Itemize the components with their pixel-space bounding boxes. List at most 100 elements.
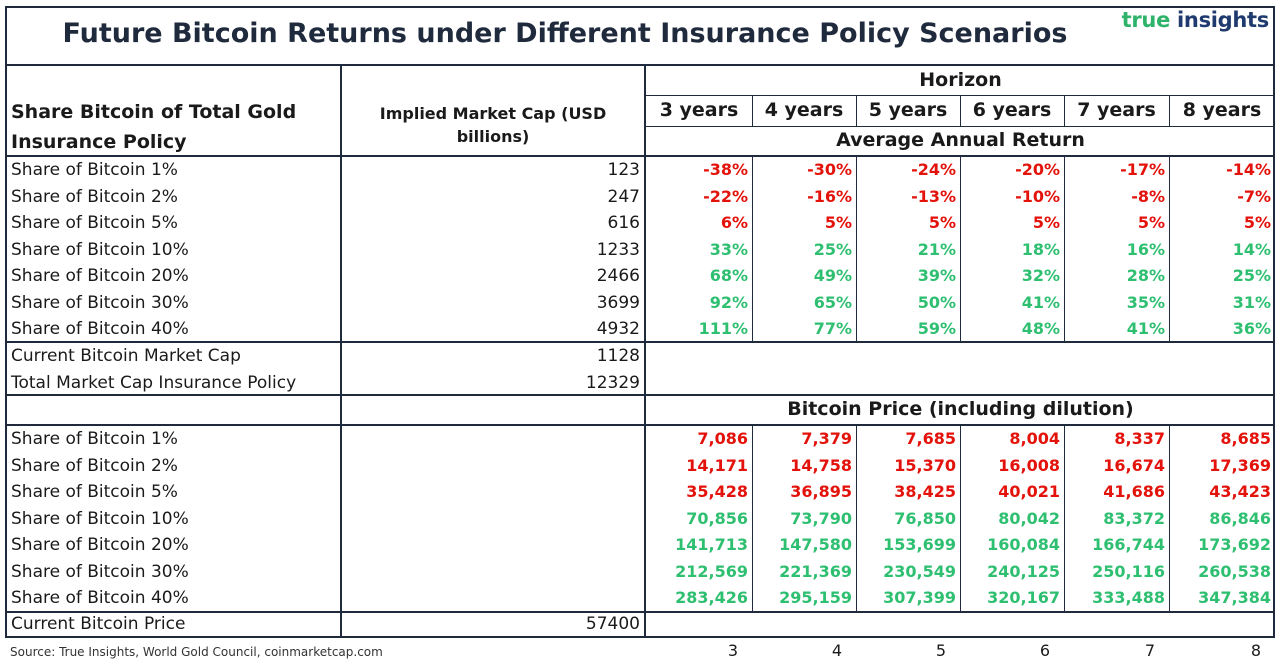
return-value: 28% — [1126, 266, 1165, 285]
return-value: 68% — [709, 266, 748, 285]
return-value: -10% — [1015, 186, 1060, 206]
market-cap-value: 2466 — [596, 266, 640, 286]
footer-year: 5 — [935, 641, 946, 660]
price-value: 153,699 — [883, 535, 956, 554]
return-value: 77% — [813, 319, 852, 338]
year-header: 3 years — [659, 99, 739, 121]
price-value: 16,674 — [1103, 455, 1165, 475]
year-divider — [1169, 96, 1170, 126]
cell-divider — [1169, 425, 1170, 611]
price-value: 260,538 — [1198, 561, 1271, 581]
page-title: Future Bitcoin Returns under Different I… — [62, 18, 1068, 49]
price-value: 7,086 — [697, 429, 748, 448]
price-value: 320,167 — [987, 588, 1060, 607]
row-label: Share of Bitcoin 2% — [11, 186, 178, 207]
price-value: 16,008 — [998, 455, 1060, 475]
source-note: Source: True Insights, World Gold Counci… — [10, 645, 383, 659]
return-value: -7% — [1237, 186, 1271, 206]
footer-year: 7 — [1144, 641, 1155, 660]
row-label: Share of Bitcoin 20% — [11, 266, 189, 286]
price-value: 8,004 — [1009, 429, 1060, 448]
price-value: 41,686 — [1103, 482, 1165, 501]
year-divider — [752, 96, 753, 126]
horizon-header: Horizon — [919, 69, 1002, 91]
return-value: 92% — [709, 292, 748, 312]
footer-year: 8 — [1250, 641, 1261, 660]
return-value: 41% — [1126, 319, 1165, 338]
cell-divider — [856, 425, 857, 611]
return-value: -30% — [807, 160, 852, 179]
market-cap-value: 123 — [607, 160, 640, 180]
footer-year: 3 — [727, 641, 738, 660]
return-value: 36% — [1232, 319, 1271, 338]
price-value: 14,171 — [686, 455, 748, 475]
row-divider — [644, 126, 1275, 127]
cell-divider — [1169, 156, 1170, 342]
row-label: Share of Bitcoin 1% — [11, 429, 178, 449]
price-value: 36,895 — [790, 482, 852, 501]
price-value: 250,116 — [1092, 561, 1165, 581]
price-value: 166,744 — [1092, 535, 1165, 554]
return-value: -20% — [1015, 160, 1060, 179]
price-value: 73,790 — [790, 508, 852, 528]
current-price-label: Current Bitcoin Price — [11, 614, 186, 634]
price-value: 333,488 — [1092, 588, 1165, 607]
return-value: 14% — [1232, 239, 1271, 259]
row-label: Current Bitcoin Market Cap — [11, 346, 241, 366]
market-cap-value: 616 — [607, 213, 640, 233]
row-label: Share of Bitcoin 10% — [11, 508, 189, 529]
return-value: 5% — [928, 213, 956, 232]
row-label: Share of Bitcoin 5% — [11, 482, 178, 502]
market-cap-value: 3699 — [596, 292, 640, 313]
year-header: 5 years — [868, 99, 948, 121]
footer-year: 4 — [831, 641, 842, 660]
row-label: Share of Bitcoin 2% — [11, 455, 178, 476]
return-value: -14% — [1226, 160, 1271, 179]
return-value: -16% — [807, 186, 852, 206]
row-label: Total Market Cap Insurance Policy — [11, 372, 297, 393]
return-value: 5% — [1032, 213, 1060, 232]
return-value: -24% — [911, 160, 956, 179]
price-value: 35,428 — [686, 482, 748, 501]
col-divider — [644, 66, 646, 638]
price-value: 8,685 — [1220, 429, 1271, 448]
year-header: 4 years — [764, 99, 844, 121]
return-value: 31% — [1232, 292, 1271, 312]
price-value: 17,369 — [1209, 455, 1271, 475]
price-value: 38,425 — [894, 482, 956, 501]
return-value: 25% — [813, 239, 852, 259]
year-divider — [960, 96, 961, 126]
market-cap-value: 1233 — [596, 239, 640, 260]
col-divider — [340, 66, 342, 638]
return-value: 16% — [1126, 239, 1165, 259]
return-value: 18% — [1021, 239, 1060, 259]
market-cap-value: 1128 — [596, 346, 640, 366]
price-header: Bitcoin Price (including dilution) — [787, 398, 1134, 420]
return-value: 50% — [917, 292, 956, 312]
year-divider — [1064, 96, 1065, 126]
year-divider — [856, 96, 857, 126]
cell-divider — [856, 156, 857, 342]
price-value: 7,685 — [905, 429, 956, 448]
table-frame — [5, 6, 1275, 638]
cell-divider — [1064, 425, 1065, 611]
current-price-value: 57400 — [585, 614, 640, 634]
return-value: 35% — [1126, 292, 1165, 312]
row-divider — [644, 95, 1275, 96]
cell-divider — [960, 156, 961, 342]
row-label: Share of Bitcoin 30% — [11, 292, 189, 313]
price-value: 86,846 — [1209, 508, 1271, 528]
col2-header-line2: billions) — [456, 127, 530, 146]
price-value: 76,850 — [894, 508, 956, 528]
return-value: 48% — [1021, 319, 1060, 338]
return-value: 5% — [1243, 213, 1271, 232]
row-label: Share of Bitcoin 10% — [11, 239, 189, 260]
cell-divider — [960, 425, 961, 611]
return-value: 111% — [698, 319, 748, 338]
return-value: 25% — [1232, 266, 1271, 285]
price-value: 7,379 — [801, 429, 852, 448]
row-label: Share of Bitcoin 40% — [11, 319, 189, 339]
cell-divider — [752, 425, 753, 611]
col1-header-line1: Share Bitcoin of Total Gold — [11, 101, 297, 123]
footer-year: 6 — [1039, 641, 1050, 660]
